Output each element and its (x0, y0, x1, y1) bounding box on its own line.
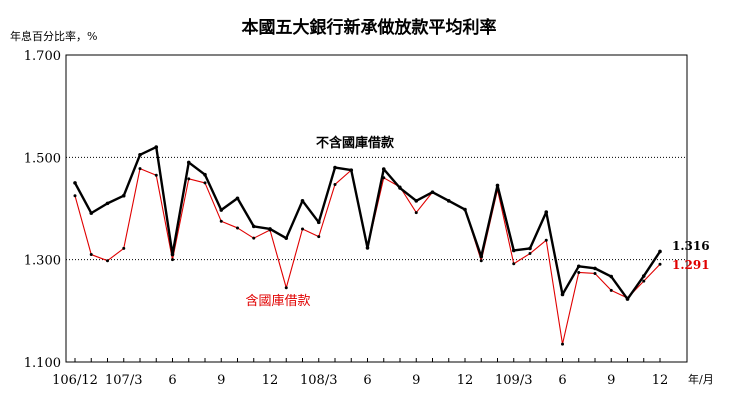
data-point-red (187, 177, 191, 181)
y-tick-labels: 1.100 1.300 1.500 1.700 (24, 49, 61, 371)
series-lines (73, 145, 662, 345)
data-point-black (316, 220, 321, 225)
data-point-black (203, 172, 207, 177)
data-point-red (301, 227, 304, 231)
data-point-red (479, 259, 483, 263)
x-tick-label: 6 (168, 373, 176, 388)
y-tick-label: 1.100 (24, 356, 61, 371)
data-point-red (609, 288, 613, 292)
x-tick-label: 9 (607, 373, 615, 388)
data-point-red (171, 258, 174, 262)
data-point-black (170, 252, 175, 257)
x-tick-label: 109/3 (495, 373, 532, 388)
data-point-black (511, 248, 516, 253)
data-point-red (252, 236, 256, 240)
data-point-red (544, 238, 548, 242)
data-point-black (219, 208, 224, 212)
data-point-black (528, 246, 532, 251)
data-point-black (414, 199, 419, 203)
data-point-red (333, 182, 337, 186)
y-tick-label: 1.700 (24, 49, 61, 64)
data-point-black (251, 224, 256, 229)
data-point-black (641, 274, 646, 278)
data-point-red (658, 262, 662, 266)
end-value-black: 1.316 (672, 239, 710, 253)
data-point-black (121, 193, 126, 198)
data-point-red (138, 167, 142, 171)
x-tick-label: 9 (217, 373, 225, 388)
data-point-black (300, 199, 305, 203)
data-point-black (333, 165, 337, 170)
data-point-red (317, 235, 321, 239)
data-point-black (284, 236, 289, 240)
data-point-red (73, 194, 77, 198)
data-point-black (365, 246, 370, 250)
series-label-black: 不含國庫借款 (316, 135, 395, 151)
data-point-red (528, 252, 532, 256)
data-point-black (593, 266, 597, 271)
data-point-red (642, 279, 646, 283)
data-point-black (658, 249, 662, 254)
x-tick-label: 12 (652, 373, 669, 388)
data-point-black (138, 152, 142, 157)
data-point-black (446, 199, 451, 203)
data-point-black (560, 292, 565, 297)
y-axis-label: 年息百分比率，% (10, 29, 97, 43)
data-point-red (382, 176, 386, 180)
data-point-black (430, 190, 435, 194)
data-point-black (576, 264, 581, 269)
end-value-red: 1.291 (672, 258, 710, 272)
data-point-black (609, 274, 614, 279)
data-point-red (593, 271, 597, 275)
x-tick-label: 12 (262, 373, 279, 388)
data-point-red (414, 211, 418, 215)
data-point-red (106, 259, 109, 263)
data-point-black (463, 207, 467, 212)
data-point-red (219, 219, 223, 223)
data-point-black (105, 201, 110, 206)
data-point-black (479, 254, 484, 259)
data-point-red (203, 181, 207, 185)
data-point-black (154, 145, 159, 149)
x-tick-label: 107/3 (105, 373, 142, 388)
data-point-black (398, 186, 402, 190)
data-point-black (625, 297, 630, 301)
data-point-black (495, 183, 500, 188)
x-tick-label: 6 (558, 373, 566, 388)
series-points (73, 145, 662, 346)
plot-frame (65, 54, 688, 363)
x-axis-unit: 年/月 (688, 372, 714, 386)
series-line-excluding-treasury (73, 145, 662, 301)
series-label-red: 含國庫借款 (245, 293, 310, 309)
x-tick-label: 6 (363, 373, 371, 388)
x-tick-marks (74, 358, 661, 362)
x-tick-labels: 106/12 107/3 6 9 12 108/3 6 9 12 109/3 6 9 12 (52, 373, 668, 388)
data-point-black (381, 167, 386, 171)
data-point-red (496, 188, 499, 192)
x-tick-label: 108/3 (300, 373, 337, 388)
x-tick-label: 9 (412, 373, 420, 388)
x-tick-label: 106/12 (52, 373, 98, 388)
data-point-red (122, 246, 126, 250)
data-point-red (512, 262, 516, 266)
data-point-red (561, 342, 564, 346)
data-point-red (89, 253, 93, 257)
data-point-black (73, 181, 77, 185)
data-point-red (577, 270, 581, 274)
data-point-black (268, 227, 272, 231)
data-point-black (89, 211, 94, 215)
data-point-red (284, 286, 288, 290)
y-tick-label: 1.500 (24, 151, 61, 166)
data-point-red (154, 173, 158, 177)
data-point-black (235, 196, 240, 201)
data-point-black (544, 210, 549, 214)
chart-title: 本國五大銀行新承做放款平均利率 (242, 17, 497, 38)
data-point-black (349, 168, 354, 172)
data-point-red (236, 226, 239, 230)
data-point-black (186, 160, 191, 165)
y-tick-label: 1.300 (24, 254, 61, 269)
x-tick-label: 12 (457, 373, 474, 388)
